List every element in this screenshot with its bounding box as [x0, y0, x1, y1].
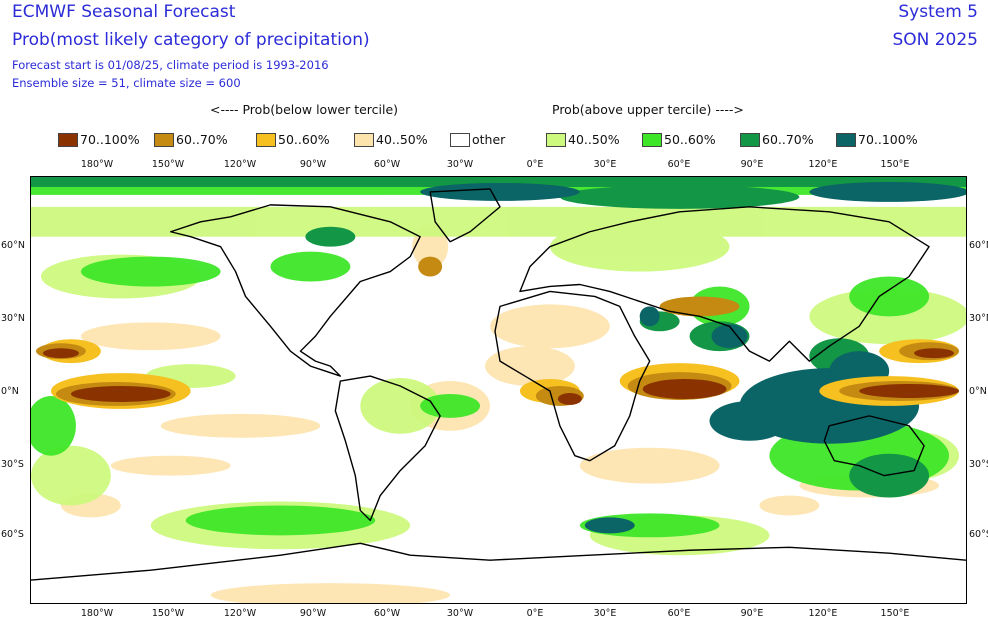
- legend-label: 40..50%: [376, 132, 428, 147]
- longitude-tick-label: 90°E: [740, 159, 764, 170]
- season-label: SON 2025: [892, 30, 978, 50]
- precipitation-probability-map: [30, 176, 967, 604]
- map-subtitle: Prob(most likely category of precipitati…: [12, 30, 370, 50]
- below-tercile-label: <---- Prob(below lower tercile): [210, 102, 399, 117]
- legend-item: 70..100%: [58, 132, 140, 147]
- legend-label: 50..60%: [278, 132, 330, 147]
- antarctica-coast: [31, 542, 966, 581]
- legend-swatch: [740, 132, 760, 147]
- longitude-tick-label: 120°E: [808, 608, 838, 619]
- legend-item: 50..60%: [642, 132, 716, 147]
- eurasia-coast: [519, 206, 930, 362]
- legend-swatch: [256, 132, 276, 147]
- latitude-tick-label: 60°N: [1, 240, 25, 251]
- longitude-tick-label: 120°E: [808, 159, 838, 170]
- legend-swatch: [58, 132, 78, 147]
- legend-label: 70..100%: [80, 132, 140, 147]
- latitude-tick-label: 30°N: [1, 313, 25, 324]
- longitude-tick-label: 0°E: [526, 159, 544, 170]
- latitude-tick-label: 60°N: [969, 240, 988, 251]
- longitude-tick-label: 150°W: [151, 159, 185, 170]
- system-label: System 5: [898, 2, 978, 22]
- latitude-tick-label: 0°N: [969, 386, 987, 397]
- longitude-tick-label: 150°W: [151, 608, 185, 619]
- legend-swatch: [836, 132, 856, 147]
- ensemble-info: Ensemble size = 51, climate size = 600: [12, 76, 241, 90]
- forecast-info: Forecast start is 01/08/25, climate peri…: [12, 58, 329, 72]
- very-strong-above-areas: [420, 181, 966, 534]
- longitude-tick-label: 120°W: [223, 608, 257, 619]
- longitude-tick-label: 180°W: [80, 608, 114, 619]
- north-america-coast: [170, 204, 421, 377]
- latitude-tick-label: 60°S: [969, 529, 988, 540]
- legend-swatch: [546, 132, 566, 147]
- legend-item: 60..70%: [740, 132, 814, 147]
- latitude-tick-label: 30°N: [969, 313, 988, 324]
- legend-label: other: [472, 132, 506, 147]
- legend-item: 70..100%: [836, 132, 918, 147]
- very-strong-below-areas: [42, 348, 960, 405]
- legend-swatch: [450, 132, 470, 147]
- map-title: ECMWF Seasonal Forecast: [12, 2, 236, 22]
- coastlines: [31, 188, 966, 581]
- latitude-tick-label: 0°N: [1, 386, 19, 397]
- legend-swatch: [642, 132, 662, 147]
- longitude-tick-label: 60°E: [667, 608, 691, 619]
- africa-coast: [494, 290, 651, 462]
- longitude-tick-label: 90°W: [299, 608, 327, 619]
- strong-above-areas: [31, 177, 966, 498]
- longitude-tick-label: 180°W: [80, 159, 114, 170]
- legend-label: 50..60%: [664, 132, 716, 147]
- longitude-tick-label: 60°W: [373, 608, 401, 619]
- longitude-tick-label: 150°E: [880, 159, 910, 170]
- longitude-tick-label: 60°W: [373, 159, 401, 170]
- legend-swatch: [154, 132, 174, 147]
- longitude-tick-label: 90°E: [740, 608, 764, 619]
- longitude-tick-label: 30°W: [446, 159, 474, 170]
- latitude-tick-label: 60°S: [1, 529, 24, 540]
- longitude-tick-label: 150°E: [880, 608, 910, 619]
- latitude-tick-label: 30°S: [969, 459, 988, 470]
- longitude-tick-label: 120°W: [223, 159, 257, 170]
- longitude-tick-label: 30°E: [593, 159, 617, 170]
- longitude-tick-label: 90°W: [299, 159, 327, 170]
- longitude-tick-label: 60°E: [667, 159, 691, 170]
- legend-item: 40..50%: [354, 132, 428, 147]
- greenland-coast: [429, 188, 501, 243]
- latitude-tick-label: 30°S: [1, 459, 24, 470]
- legend-label: 60..70%: [176, 132, 228, 147]
- legend-label: 70..100%: [858, 132, 918, 147]
- legend-item: 50..60%: [256, 132, 330, 147]
- legend-label: 60..70%: [762, 132, 814, 147]
- south-america-coast: [334, 375, 441, 522]
- australia-coast: [823, 415, 925, 477]
- longitude-tick-label: 30°W: [446, 608, 474, 619]
- legend-item: other: [450, 132, 505, 147]
- legend-item: 40..50%: [546, 132, 620, 147]
- legend-label: 40..50%: [568, 132, 620, 147]
- longitude-tick-label: 30°E: [593, 608, 617, 619]
- above-tercile-label: Prob(above upper tercile) ---->: [552, 102, 744, 117]
- legend-swatch: [354, 132, 374, 147]
- legend-item: 60..70%: [154, 132, 228, 147]
- longitude-tick-label: 0°E: [526, 608, 544, 619]
